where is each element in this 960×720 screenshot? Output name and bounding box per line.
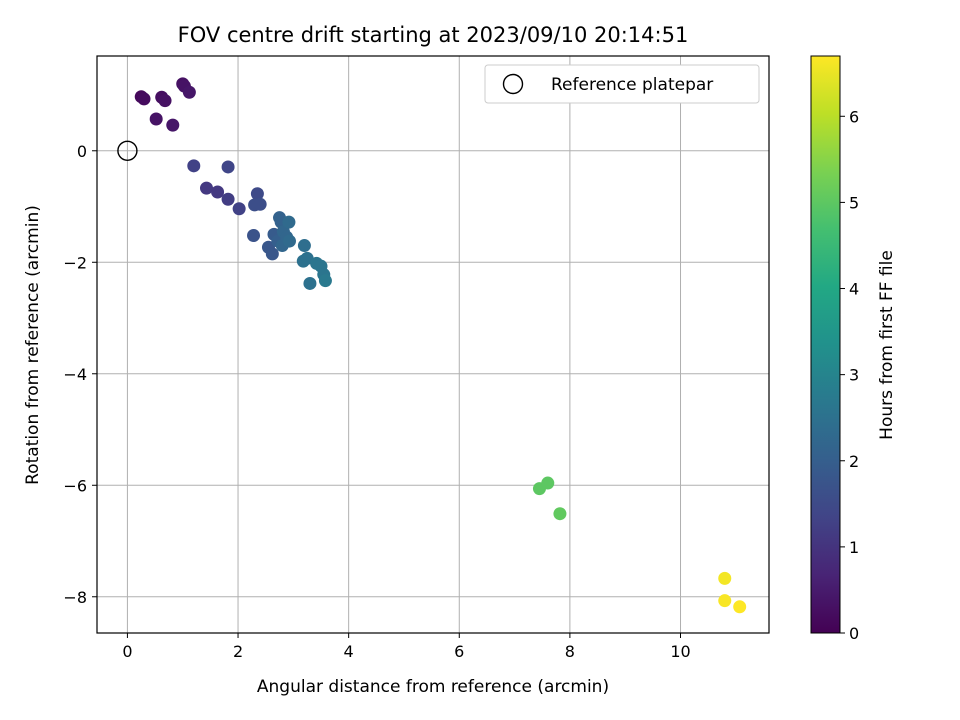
x-tick-label: 8 bbox=[565, 642, 575, 661]
colorbar-tick-label: 0 bbox=[849, 624, 859, 643]
data-point bbox=[137, 92, 151, 106]
data-point bbox=[265, 247, 279, 261]
chart-title: FOV centre drift starting at 2023/09/10 … bbox=[178, 23, 689, 47]
y-axis-label: Rotation from reference (arcmin) bbox=[23, 205, 43, 485]
colorbar-gradient bbox=[810, 55, 841, 634]
colorbar-tick-label: 2 bbox=[849, 452, 859, 471]
legend: Reference platepar bbox=[484, 64, 760, 104]
data-point bbox=[247, 229, 261, 243]
colorbar-tick-label: 1 bbox=[849, 538, 859, 557]
colorbar-tick-label: 4 bbox=[849, 280, 859, 299]
colorbar: 0 1 2 3 4 5 6 Hours from first FF file bbox=[810, 55, 897, 643]
data-point bbox=[282, 234, 296, 248]
data-point bbox=[221, 192, 235, 206]
x-tick-label: 4 bbox=[344, 642, 354, 661]
x-tick-label: 0 bbox=[122, 642, 132, 661]
legend-box bbox=[484, 64, 760, 104]
y-tick-label: −2 bbox=[63, 253, 87, 272]
data-point bbox=[718, 594, 732, 608]
data-point bbox=[232, 202, 246, 216]
y-tick-label: −4 bbox=[63, 365, 87, 384]
data-point bbox=[553, 507, 567, 521]
y-tick-label: −6 bbox=[63, 476, 87, 495]
colorbar-tick-label: 5 bbox=[849, 193, 859, 212]
data-point bbox=[282, 215, 296, 229]
reference-marker bbox=[117, 140, 138, 161]
data-point bbox=[733, 600, 747, 614]
x-axis-label: Angular distance from reference (arcmin) bbox=[257, 677, 609, 697]
x-axis-ticks: 0 2 4 6 8 10 bbox=[122, 633, 691, 661]
data-point bbox=[718, 571, 732, 585]
plot-area bbox=[96, 55, 770, 634]
data-point bbox=[221, 160, 235, 174]
legend-marker-icon bbox=[502, 73, 524, 95]
x-tick-label: 2 bbox=[233, 642, 243, 661]
x-tick-label: 6 bbox=[454, 642, 464, 661]
legend-entry-reference: Reference platepar bbox=[551, 75, 713, 95]
data-point bbox=[200, 181, 214, 195]
y-axis-ticks: 0 −2 −4 −6 −8 bbox=[63, 142, 97, 607]
data-point bbox=[211, 185, 225, 199]
data-point bbox=[297, 239, 311, 253]
y-tick-label: −8 bbox=[63, 588, 87, 607]
data-point bbox=[187, 159, 201, 173]
data-point bbox=[182, 85, 196, 99]
grid bbox=[97, 56, 769, 633]
data-point bbox=[318, 274, 332, 288]
data-point bbox=[149, 112, 163, 126]
colorbar-label: Hours from first FF file bbox=[877, 250, 897, 440]
data-point bbox=[166, 118, 180, 132]
colorbar-tick-label: 3 bbox=[849, 366, 859, 385]
data-point bbox=[253, 197, 267, 211]
plot-frame bbox=[96, 55, 770, 634]
reference-marker-group bbox=[117, 140, 138, 161]
x-tick-label: 10 bbox=[670, 642, 690, 661]
data-points bbox=[134, 77, 747, 614]
data-point bbox=[541, 476, 555, 490]
colorbar-tick-label: 6 bbox=[849, 107, 859, 126]
data-point bbox=[158, 94, 172, 108]
colorbar-ticks: 0 1 2 3 4 5 6 bbox=[840, 107, 859, 643]
data-point bbox=[303, 276, 317, 290]
y-tick-label: 0 bbox=[77, 142, 87, 161]
data-point bbox=[250, 187, 264, 201]
